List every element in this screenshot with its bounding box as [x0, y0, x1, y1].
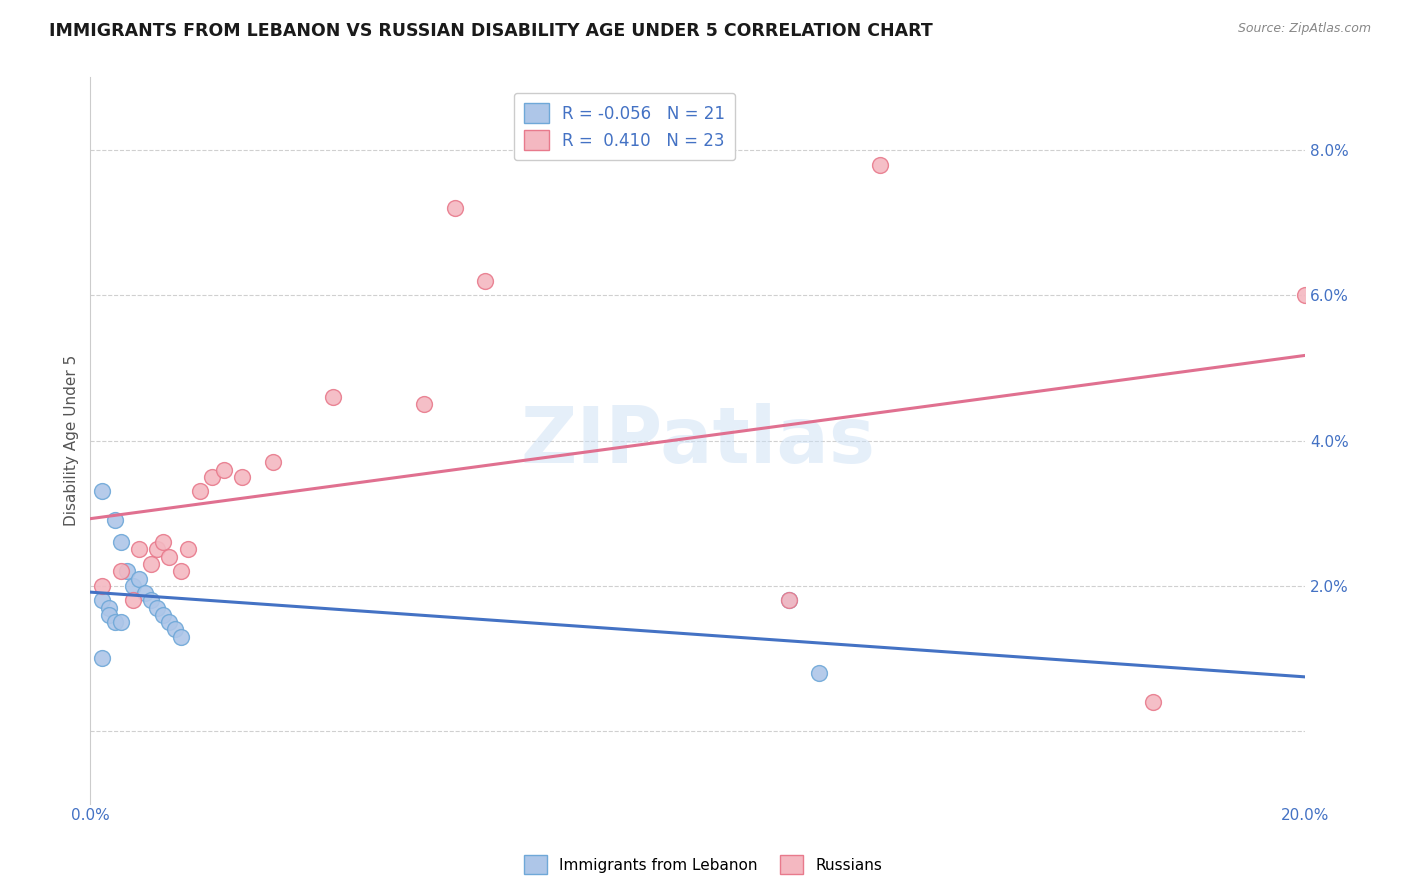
Point — [157, 615, 180, 629]
Point — [170, 630, 193, 644]
Point — [139, 593, 162, 607]
Point — [212, 462, 235, 476]
Point — [104, 513, 127, 527]
Point — [139, 557, 162, 571]
Point — [262, 455, 284, 469]
Legend: Immigrants from Lebanon, Russians: Immigrants from Lebanon, Russians — [517, 849, 889, 880]
Point — [115, 564, 138, 578]
Point — [869, 158, 891, 172]
Point — [134, 586, 156, 600]
Point — [110, 564, 132, 578]
Point — [110, 615, 132, 629]
Point — [443, 201, 465, 215]
Point — [121, 593, 143, 607]
Y-axis label: Disability Age Under 5: Disability Age Under 5 — [65, 355, 79, 526]
Point — [152, 535, 174, 549]
Text: ZIPatlas: ZIPatlas — [520, 402, 875, 478]
Point — [165, 623, 187, 637]
Point — [128, 542, 150, 557]
Point — [808, 665, 831, 680]
Point — [128, 572, 150, 586]
Point — [152, 607, 174, 622]
Point — [201, 470, 224, 484]
Point — [231, 470, 253, 484]
Point — [104, 615, 127, 629]
Point — [176, 542, 198, 557]
Point — [170, 564, 193, 578]
Point — [778, 593, 800, 607]
Point — [188, 484, 211, 499]
Point — [1142, 695, 1164, 709]
Text: IMMIGRANTS FROM LEBANON VS RUSSIAN DISABILITY AGE UNDER 5 CORRELATION CHART: IMMIGRANTS FROM LEBANON VS RUSSIAN DISAB… — [49, 22, 934, 40]
Point — [146, 600, 169, 615]
Point — [1294, 288, 1316, 302]
Point — [91, 593, 114, 607]
Point — [146, 542, 169, 557]
Point — [474, 274, 496, 288]
Point — [97, 600, 120, 615]
Point — [91, 651, 114, 665]
Point — [322, 390, 344, 404]
Point — [778, 593, 800, 607]
Point — [91, 484, 114, 499]
Point — [157, 549, 180, 564]
Point — [121, 579, 143, 593]
Legend: R = -0.056   N = 21, R =  0.410   N = 23: R = -0.056 N = 21, R = 0.410 N = 23 — [515, 93, 735, 161]
Point — [110, 535, 132, 549]
Point — [91, 579, 114, 593]
Point — [413, 397, 436, 411]
Point — [97, 607, 120, 622]
Text: Source: ZipAtlas.com: Source: ZipAtlas.com — [1237, 22, 1371, 36]
